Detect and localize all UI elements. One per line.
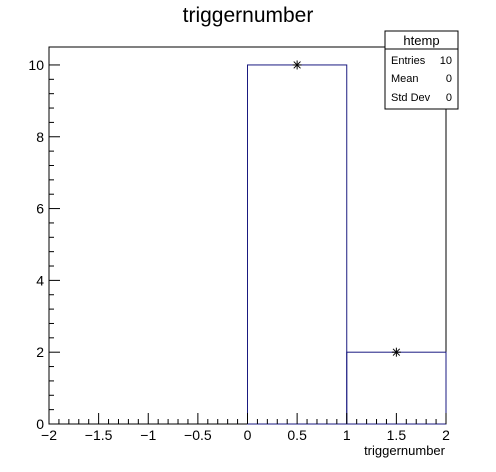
stat-value-std-dev: 0 [446,92,452,104]
y-tick-label: 8 [36,129,44,145]
stats-box: htemp Entries 10 Mean 0 Std Dev 0 [384,30,459,110]
data-marker-0 [292,60,302,70]
y-tick-label: 2 [36,344,44,360]
y-tick-label: 4 [36,272,44,288]
x-axis-label: triggernumber [364,443,446,458]
stat-value-mean: 0 [446,73,452,85]
x-tick-label: −1.5 [85,427,113,443]
chart-title: triggernumber [183,4,314,27]
x-tick-label: −1 [140,427,156,443]
x-tick-label: 1 [343,427,351,443]
stats-box-frame [384,30,459,110]
stat-label-std-dev: Std Dev [391,92,431,104]
stat-value-entries: 10 [440,55,452,67]
y-tick-label: 0 [36,416,44,432]
x-tick-label: 1.5 [387,427,407,443]
x-tick-label: 2 [442,427,450,443]
plot-area: −2 −1.5 −1 −0.5 0 0.5 1 1.5 2 0 2 4 6 8 10 [28,46,450,443]
x-tick-label: 0.5 [287,427,307,443]
x-tick-label: −0.5 [184,427,212,443]
x-tick-label: −2 [41,427,57,443]
x-tick-label: 0 [244,427,252,443]
stat-label-entries: Entries [391,55,426,67]
stat-label-mean: Mean [391,73,419,85]
y-tick-label: 10 [28,57,44,73]
stats-box-title: htemp [403,33,439,48]
histogram-bin-10 [247,64,348,425]
y-tick-label: 6 [36,201,44,217]
data-marker-1 [391,347,401,357]
